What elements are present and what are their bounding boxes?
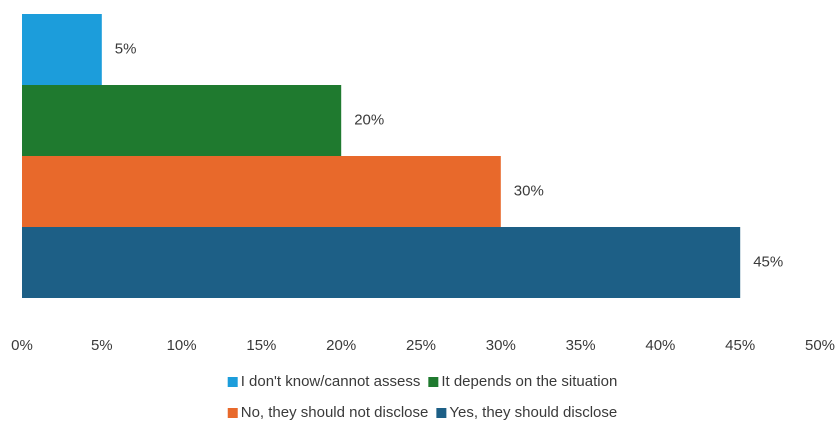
x-tick-label: 40%: [645, 337, 675, 354]
x-tick-label: 0%: [11, 337, 33, 354]
data-label: 30%: [514, 182, 544, 199]
x-tick-label: 30%: [486, 337, 516, 354]
bar: [22, 85, 342, 156]
x-tick-label: 5%: [91, 337, 113, 354]
x-tick-label: 45%: [725, 337, 755, 354]
legend-swatch: [227, 408, 238, 418]
bar: [22, 14, 102, 85]
bar: [22, 156, 501, 227]
bar: [22, 227, 741, 298]
legend-swatch: [227, 377, 238, 387]
legend-label: No, they should not disclose: [241, 404, 429, 421]
legend-swatch: [436, 408, 447, 418]
x-tick-label: 20%: [326, 337, 356, 354]
legend-label: I don't know/cannot assess: [241, 373, 421, 390]
data-label: 5%: [115, 40, 137, 57]
legend-label: Yes, they should disclose: [449, 404, 617, 421]
data-label: 45%: [753, 253, 783, 270]
x-tick-label: 15%: [246, 337, 276, 354]
x-tick-label: 35%: [566, 337, 596, 354]
x-tick-label: 10%: [167, 337, 197, 354]
legend-label: It depends on the situation: [441, 373, 617, 390]
legend-swatch: [428, 377, 439, 387]
x-tick-label: 25%: [406, 337, 436, 354]
data-label: 20%: [354, 111, 384, 128]
x-tick-label: 50%: [805, 337, 835, 354]
